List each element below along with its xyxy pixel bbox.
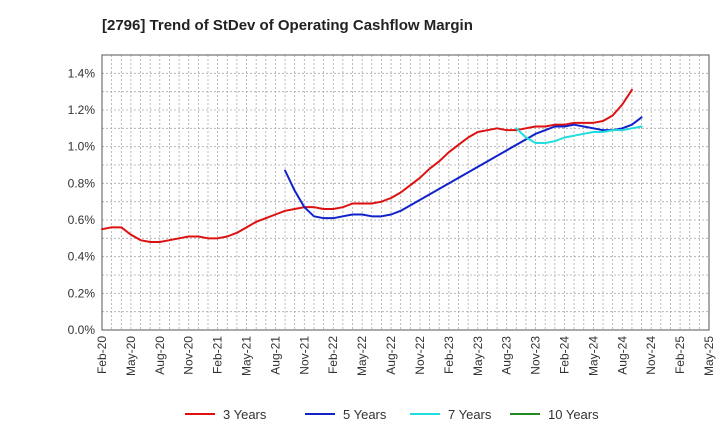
y-tick-label: 1.4% xyxy=(68,66,96,80)
x-tick-label: Feb-23 xyxy=(442,336,456,374)
x-tick-label: May-21 xyxy=(240,336,254,376)
y-tick-label: 1.2% xyxy=(68,103,96,117)
x-tick-label: Nov-24 xyxy=(644,336,658,375)
x-tick-label: Feb-25 xyxy=(673,336,687,374)
x-tick-label: Aug-20 xyxy=(153,336,167,375)
series-lines xyxy=(101,88,643,243)
chart-title: [2796] Trend of StDev of Operating Cashf… xyxy=(102,17,473,34)
series-line-5-years xyxy=(284,116,643,220)
x-tick-label: Nov-21 xyxy=(297,336,311,375)
x-tick-label: Feb-21 xyxy=(211,336,225,374)
legend: 3 Years 5 Years 7 Years 10 Years xyxy=(185,407,599,422)
y-tick-label: 0.4% xyxy=(68,250,96,264)
y-axis: 0.0% 0.2% 0.4% 0.6% 0.8% 1.0% 1.2% 1.4% xyxy=(68,66,96,337)
y-tick-label: 1.0% xyxy=(68,140,96,154)
legend-label-5-years: 5 Years xyxy=(343,407,387,422)
series-line-7-years xyxy=(515,125,643,144)
y-tick-label: 0.0% xyxy=(68,323,96,337)
grid xyxy=(102,55,709,330)
x-tick-label: Aug-22 xyxy=(384,336,398,375)
x-tick-label: Feb-22 xyxy=(326,336,340,374)
x-tick-label: May-20 xyxy=(124,336,138,376)
x-tick-label: Feb-20 xyxy=(95,336,109,374)
plot-frame xyxy=(101,54,710,331)
legend-label-10-years: 10 Years xyxy=(548,407,599,422)
x-tick-label: May-25 xyxy=(702,336,716,376)
x-tick-label: Nov-22 xyxy=(413,336,427,375)
x-tick-label: May-23 xyxy=(471,336,485,376)
series-line-3-years xyxy=(101,88,633,243)
y-tick-label: 0.2% xyxy=(68,286,96,300)
x-tick-label: Aug-23 xyxy=(500,336,514,375)
y-tick-label: 0.6% xyxy=(68,213,96,227)
legend-label-7-years: 7 Years xyxy=(448,407,492,422)
x-axis: Feb-20 May-20 Aug-20 Nov-20 Feb-21 May-21 Aug-… xyxy=(95,336,716,376)
x-tick-label: Nov-20 xyxy=(182,336,196,375)
y-tick-label: 0.8% xyxy=(68,176,96,190)
legend-label-3-years: 3 Years xyxy=(223,407,267,422)
x-tick-label: Feb-24 xyxy=(557,336,571,374)
x-tick-label: Aug-21 xyxy=(268,336,282,375)
x-tick-label: Aug-24 xyxy=(615,336,629,375)
x-tick-label: May-22 xyxy=(355,336,369,376)
x-tick-label: Nov-23 xyxy=(529,336,543,375)
x-tick-label: May-24 xyxy=(586,336,600,376)
